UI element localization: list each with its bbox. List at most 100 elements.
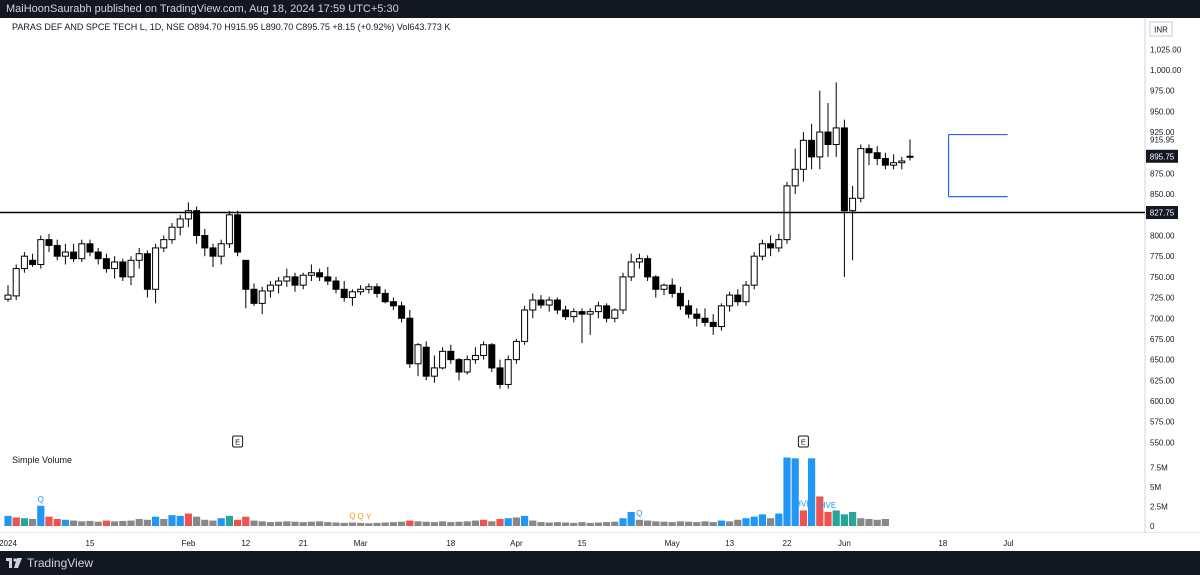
time-tick: Jun: [838, 539, 851, 548]
candle-body: [316, 272, 324, 278]
volume-bar: [94, 521, 102, 526]
candle-body: [512, 340, 520, 361]
candle-body: [291, 276, 299, 286]
candle-body: [504, 359, 512, 385]
volume-bar: [135, 519, 143, 526]
volume-bar: [127, 520, 135, 526]
price-labels: 895.75 827.75: [1146, 149, 1178, 220]
candle-body: [463, 359, 471, 373]
candle-body: [86, 243, 94, 253]
candle-body: [816, 131, 824, 158]
volume-bar: [644, 520, 652, 526]
chart-pane: [0, 18, 1145, 533]
volume-bar: [406, 520, 414, 526]
volume-bar: [422, 521, 430, 526]
candle-body: [29, 259, 37, 265]
volume-bar: [635, 519, 643, 526]
volume-bar: [324, 522, 332, 526]
volume-bar: [693, 522, 701, 526]
volume-bar: [701, 521, 709, 526]
currency-badge[interactable]: [1149, 21, 1173, 37]
volume-bar: [799, 510, 807, 526]
candle-body: [701, 317, 709, 323]
volume-bar: [365, 523, 373, 526]
candle-body: [201, 235, 209, 249]
volume-marker: Q: [636, 509, 642, 518]
volume-marker: Q: [38, 495, 44, 504]
volume-marker: Y: [366, 512, 372, 521]
time-tick: 21: [299, 539, 308, 548]
price-tick: 575.00: [1150, 418, 1175, 427]
volume-marker: HVE: [795, 499, 811, 508]
volume-bar: [275, 521, 283, 526]
volume-marker: Q: [357, 512, 363, 521]
volume-bar: [865, 519, 873, 526]
volume-bar: [603, 522, 611, 526]
volume-bar: [504, 518, 512, 526]
volume-bar: [111, 521, 119, 526]
volume-bar: [455, 521, 463, 526]
candle-body: [12, 268, 20, 297]
time-tick: Apr: [510, 539, 523, 548]
volume-bar: [307, 521, 315, 526]
candle-body: [849, 197, 857, 212]
time-tick: 18: [938, 539, 947, 548]
volume-bar: [250, 520, 258, 526]
candle-body: [726, 294, 734, 307]
volume-bar: [783, 457, 791, 526]
candle-body: [398, 305, 406, 319]
candle-body: [734, 294, 742, 303]
volume-bar: [627, 512, 635, 526]
time-tick: Jul: [1003, 539, 1013, 548]
volume-bar: [299, 522, 307, 526]
candle-body: [307, 272, 315, 276]
candle-body: [652, 276, 660, 290]
candle-body: [545, 299, 553, 306]
candle-body: [102, 258, 110, 270]
time-tick: 22: [783, 539, 792, 548]
candle-body: [529, 299, 537, 311]
candle-body: [160, 239, 168, 249]
price-tick: 915.95: [1150, 136, 1175, 145]
candle-body: [775, 239, 783, 249]
drawings[interactable]: [0, 133, 1145, 214]
price-axis[interactable]: [1145, 18, 1200, 533]
symbol-header: PARAS DEF AND SPCE TECH L, 1D, NSE O894.…: [12, 22, 450, 32]
candle-body: [676, 292, 684, 307]
candle-body: [348, 291, 356, 299]
volume-bar: [734, 519, 742, 526]
volume-bar: [119, 520, 127, 526]
publish-info: MaiHoonSaurabh published on TradingView.…: [6, 3, 399, 15]
candle-body: [283, 276, 291, 282]
candle-body: [644, 258, 652, 278]
tradingview-logo[interactable]: TradingView: [6, 556, 93, 570]
candle-body: [20, 255, 28, 270]
volume-bar: [291, 521, 299, 526]
volume-bar: [201, 519, 209, 526]
candle-body: [340, 288, 348, 299]
price-tick: 700.00: [1150, 314, 1175, 323]
candle-body: [611, 309, 619, 319]
volume-bar: [857, 518, 865, 526]
candle-body: [840, 127, 848, 212]
volume-bar: [832, 510, 840, 526]
price-tick: 725.00: [1150, 294, 1175, 303]
price-chart[interactable]: PARAS DEF AND SPCE TECH L, 1D, NSE O894.…: [0, 18, 1200, 551]
candle-body: [521, 309, 529, 342]
candle-body: [266, 284, 274, 292]
volume-bar: [717, 520, 725, 526]
volume-bar: [225, 515, 233, 526]
candle-body: [127, 259, 135, 278]
price-tick: 775.00: [1150, 252, 1175, 261]
candle-body: [94, 251, 102, 260]
volume-marker: HVE: [820, 501, 836, 510]
volume-indicator-label: Simple Volume: [12, 455, 72, 465]
volume-bar: [447, 522, 455, 526]
candle-body: [570, 311, 578, 318]
time-axis[interactable]: [0, 533, 1200, 551]
volume-bar: [816, 496, 824, 526]
candle-body: [439, 350, 447, 369]
volume-bar: [480, 519, 488, 526]
